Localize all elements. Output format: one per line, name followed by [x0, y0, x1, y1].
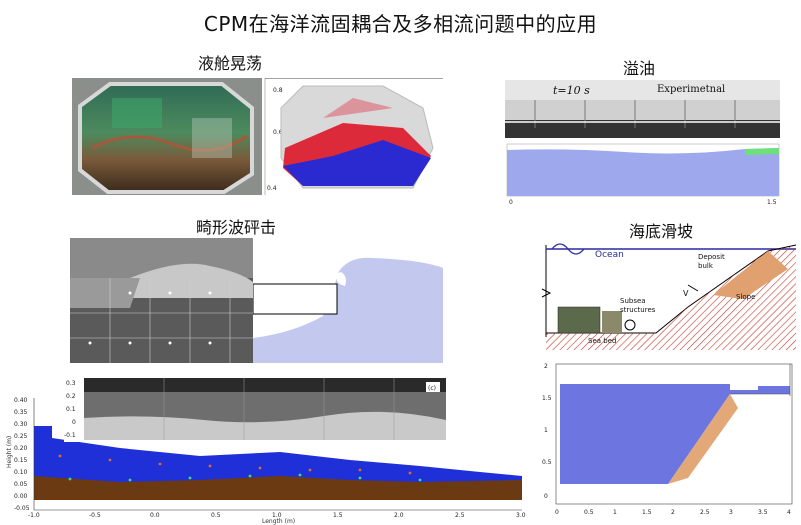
scour-x-tick-3: 0.5	[211, 512, 221, 519]
scour-y-tick-8: 0.00	[14, 493, 28, 500]
oil-spill-photo: t=10 s Experimetnal	[505, 80, 780, 138]
ls-x-tick-6: 3	[729, 509, 733, 516]
caption-landslide: 海底滑坡	[629, 222, 694, 241]
sloshing-photo	[72, 78, 262, 195]
landslide-label-subsea: Subsea structures	[620, 297, 656, 314]
landslide-label-velocity: V	[683, 289, 689, 298]
landslide-label-slope: Slope	[736, 293, 756, 301]
landslide-label-deposit: Deposit bulk	[698, 253, 725, 270]
freak-wave-photo	[70, 238, 253, 363]
ls-y-tick-0: 2	[544, 363, 548, 370]
oil-spill-simulation: 0 1.5	[505, 140, 780, 206]
scour-y-tick-9: -0.05	[14, 505, 30, 512]
inset-y-3: 0	[72, 419, 76, 426]
ls-x-tick-0: 0	[555, 509, 559, 516]
scour-x-tick-8: 3.0	[516, 512, 526, 519]
scour-y-tick-1: 0.35	[14, 409, 28, 416]
sloshing-simulation: 0.8 0.6 0.4	[263, 78, 443, 195]
ls-x-tick-1: 0.5	[584, 509, 594, 516]
landslide-label-ocean: Ocean	[595, 250, 624, 260]
oil-photo-time-label: t=10 s	[553, 84, 590, 97]
scour-x-tick-7: 2.5	[455, 512, 465, 519]
scour-x-label: Length (m)	[262, 518, 295, 525]
page-title: CPM在海洋流固耦合及多相流问题中的应用	[203, 12, 598, 36]
scour-y-tick-7: 0.05	[14, 481, 28, 488]
ls-x-tick-3: 1.5	[642, 509, 652, 516]
scour-x-tick-2: 0.0	[150, 512, 160, 519]
oil-tick-0: 0	[509, 199, 513, 206]
landslide-simulation: 2 1.5 1 0.5 0 0 0.5 1 1.5 2 2.5 3 3.5 4	[538, 358, 800, 525]
scour-y-tick-6: 0.10	[14, 469, 28, 476]
scour-y-tick-2: 0.30	[14, 421, 28, 428]
oil-photo-type-label: Experimetnal	[657, 84, 726, 95]
ls-x-tick-7: 3.5	[758, 509, 768, 516]
scour-y-tick-0: 0.40	[14, 397, 28, 404]
caption-sloshing: 液舱晃荡	[198, 54, 263, 73]
scour-x-tick-4: 1.0	[272, 512, 282, 519]
sloshing-tick-1: 0.6	[273, 129, 283, 136]
inset-y-2: 0.1	[66, 406, 76, 413]
scour-x-tick-0: -1.0	[28, 512, 40, 519]
inset-y-1: 0.2	[66, 393, 76, 400]
landslide-label-seabed: Sea bed	[588, 337, 617, 345]
landslide-diagram: Ocean Deposit bulk Slope V Subsea struct…	[538, 237, 800, 350]
sloshing-tick-2: 0.4	[267, 185, 277, 192]
caption-oil-spill: 溢油	[623, 59, 656, 78]
inset-y-4: -0.1	[64, 432, 76, 439]
ls-x-tick-2: 1	[613, 509, 617, 516]
freak-wave-simulation	[253, 238, 443, 363]
ls-y-tick-4: 0	[544, 493, 548, 500]
scour-x-tick-1: -0.5	[89, 512, 101, 519]
scour-y-tick-5: 0.15	[14, 457, 28, 464]
sloshing-tick-0: 0.8	[273, 87, 283, 94]
oil-tick-1: 1.5	[767, 199, 777, 206]
ls-x-tick-8: 4	[787, 509, 791, 516]
scour-y-label: Height (m)	[6, 436, 13, 468]
ls-y-tick-1: 1.5	[542, 395, 552, 402]
scour-inset-label: (c)	[428, 385, 436, 392]
scour-y-tick-4: 0.20	[14, 445, 28, 452]
ls-x-tick-4: 2	[671, 509, 675, 516]
inset-y-0: 0.3	[66, 380, 76, 387]
scour-chart: 0.40 0.35 0.30 0.25 0.20 0.15 0.10 0.05 0.00 -0.0…	[0, 376, 530, 525]
scour-y-tick-3: 0.25	[14, 433, 28, 440]
ls-y-tick-3: 0.5	[542, 459, 552, 466]
scour-x-tick-5: 1.5	[333, 512, 343, 519]
scour-x-tick-6: 2.0	[394, 512, 404, 519]
scour-inset: (c) 0.3 0.2 0.1 0 -0.1	[64, 378, 446, 442]
ls-x-tick-5: 2.5	[700, 509, 710, 516]
ls-y-tick-2: 1	[544, 427, 548, 434]
caption-freak-wave: 畸形波砰击	[196, 218, 277, 237]
